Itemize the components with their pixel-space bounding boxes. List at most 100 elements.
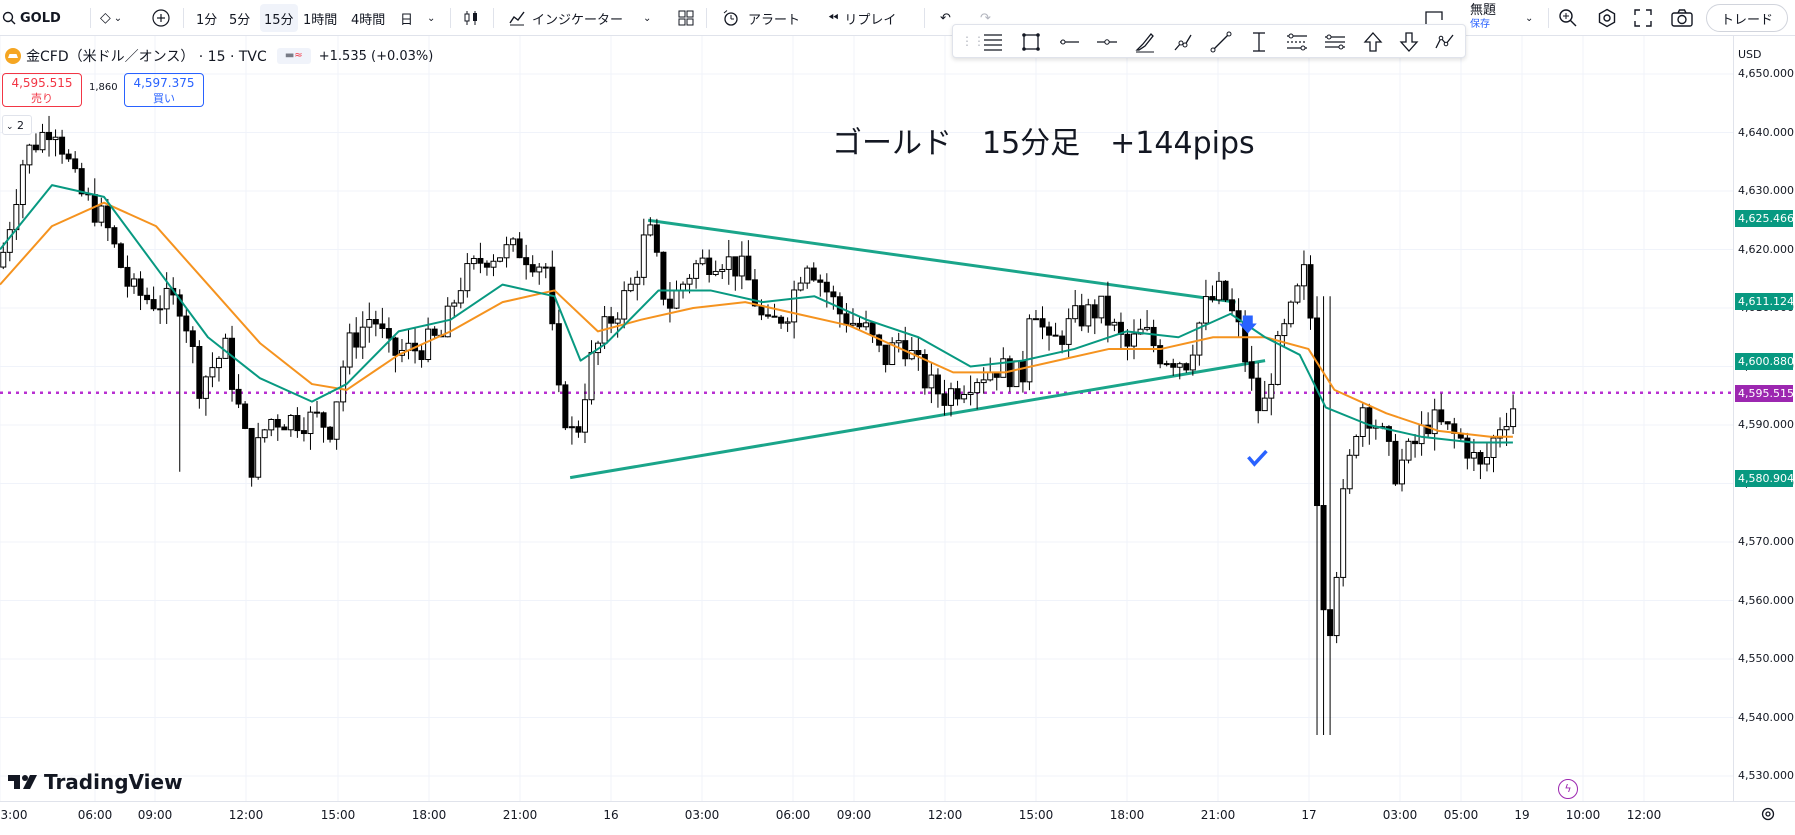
trend-line-icon[interactable] bbox=[1209, 30, 1233, 54]
lightning-icon[interactable]: ϟ bbox=[1558, 779, 1578, 799]
candle-body bbox=[921, 354, 928, 389]
text-cursor-icon[interactable] bbox=[1247, 30, 1271, 54]
price-tick-label: 4,530.000 bbox=[1738, 769, 1794, 782]
chart-type-button[interactable] bbox=[462, 0, 480, 36]
path-icon[interactable] bbox=[1171, 30, 1195, 54]
candle-body bbox=[542, 266, 549, 269]
layouts-button[interactable] bbox=[678, 0, 694, 36]
undo-button[interactable]: ↶ bbox=[940, 0, 951, 36]
candle-body bbox=[1202, 296, 1209, 324]
channel-icon[interactable] bbox=[1285, 30, 1309, 54]
alert-button[interactable]: アラート bbox=[722, 0, 800, 36]
indicators-toggle[interactable]: ⌄ 2 bbox=[2, 115, 32, 135]
time-tick-label: 05:00 bbox=[1443, 808, 1479, 822]
candle-body bbox=[1392, 440, 1399, 485]
horizontal-ray-icon[interactable] bbox=[1057, 30, 1081, 54]
candle-body bbox=[1104, 295, 1111, 326]
candle-body bbox=[1261, 397, 1268, 412]
candle-body bbox=[1405, 440, 1412, 461]
redo-button[interactable]: ↷ bbox=[980, 0, 991, 36]
candle-body bbox=[980, 379, 987, 384]
trade-button[interactable]: トレード bbox=[1706, 4, 1789, 32]
layout-name: 無題 bbox=[1470, 3, 1497, 18]
candle-body bbox=[732, 256, 739, 277]
candle-body bbox=[1222, 280, 1229, 301]
layout-icon-button[interactable] bbox=[1424, 0, 1444, 36]
trendline bbox=[647, 218, 1236, 304]
candle-body bbox=[124, 266, 131, 287]
arrow-up-icon[interactable] bbox=[1361, 30, 1385, 54]
candle-body bbox=[1085, 304, 1092, 327]
layout-dropdown[interactable]: ⌄ bbox=[1522, 0, 1533, 36]
candle-body bbox=[19, 164, 26, 206]
fib-retracement-icon[interactable] bbox=[981, 30, 1005, 54]
candle-body bbox=[745, 255, 752, 281]
candle-body bbox=[523, 257, 530, 266]
tradingview-logo-icon bbox=[8, 775, 37, 789]
time-tick-label: 15:00 bbox=[1018, 808, 1054, 822]
interval-dropdown[interactable]: ⌄ bbox=[424, 0, 435, 36]
price-tick-label: 4,560.000 bbox=[1738, 593, 1794, 607]
interval-4h[interactable]: 4時間 bbox=[351, 12, 386, 28]
compare-button[interactable]: ◇ ⌄ bbox=[100, 0, 122, 36]
candle-body bbox=[477, 257, 484, 264]
symbol-title[interactable]: 金CFD（米ドル／オンス） · 15 · TVC bbox=[26, 49, 267, 65]
candle-body bbox=[281, 426, 288, 431]
fullscreen-icon bbox=[1634, 9, 1652, 27]
sell-button[interactable]: 4,595.515 売り bbox=[2, 73, 82, 107]
candle-body bbox=[1353, 436, 1360, 456]
chart-annotation-text[interactable]: ゴールド 15分足 +144pips bbox=[832, 126, 1255, 161]
candle-body bbox=[1470, 451, 1477, 459]
currency-label[interactable]: USD bbox=[1738, 48, 1762, 61]
candle-body bbox=[1176, 363, 1183, 368]
candle-body bbox=[1412, 440, 1419, 445]
layout-name-button[interactable]: 無題 保存 bbox=[1470, 0, 1496, 36]
replay-button[interactable]: ⏪︎ リプレイ bbox=[828, 0, 896, 36]
candle-body bbox=[660, 251, 667, 300]
search-icon bbox=[2, 11, 16, 25]
quick-search-button[interactable] bbox=[1558, 0, 1578, 36]
candle-body bbox=[1091, 304, 1098, 319]
sliders-icon[interactable] bbox=[1323, 30, 1347, 54]
time-tick-label: 21:00 bbox=[1200, 808, 1236, 822]
candle-body bbox=[568, 426, 575, 429]
brush-icon[interactable] bbox=[1133, 30, 1157, 54]
settings-button[interactable] bbox=[1597, 0, 1617, 36]
interval-15m[interactable]: 15分 bbox=[260, 4, 298, 32]
candle-body bbox=[229, 337, 236, 390]
time-tick-label: 19 bbox=[1514, 808, 1530, 822]
snapshot-button[interactable] bbox=[1671, 0, 1693, 36]
candle-body bbox=[510, 238, 517, 246]
legend-badges[interactable]: ▬≈ bbox=[276, 48, 311, 64]
candle-body bbox=[1111, 321, 1118, 326]
undo-icon: ↶ bbox=[940, 10, 951, 26]
axis-settings-button[interactable] bbox=[1760, 806, 1776, 826]
time-tick-label: 21:00 bbox=[502, 808, 538, 822]
interval-1m[interactable]: 1分 bbox=[196, 12, 218, 28]
symbol-search[interactable]: GOLD bbox=[2, 0, 61, 36]
candle-body bbox=[843, 313, 850, 326]
buy-button[interactable]: 4,597.375 買い bbox=[124, 73, 204, 107]
indicators-button[interactable]: インジケーター ⌄ bbox=[508, 0, 651, 36]
interval-1h[interactable]: 1時間 bbox=[303, 12, 338, 28]
candle-body bbox=[1333, 576, 1340, 637]
interval-5m[interactable]: 5分 bbox=[229, 12, 251, 28]
check-marker bbox=[1247, 449, 1268, 467]
candle-body bbox=[1065, 318, 1072, 345]
fullscreen-button[interactable] bbox=[1634, 0, 1652, 36]
candle-body bbox=[764, 314, 771, 317]
candle-body bbox=[647, 224, 654, 236]
candle-body bbox=[575, 426, 582, 433]
add-symbol-button[interactable] bbox=[152, 0, 170, 36]
diamond-icon: ◇ bbox=[100, 10, 111, 26]
drag-handle-icon[interactable]: ⋮⋮ bbox=[961, 34, 985, 48]
horizontal-line-icon[interactable] bbox=[1095, 30, 1119, 54]
interval-1d[interactable]: 日 bbox=[400, 12, 414, 28]
rectangle-icon[interactable] bbox=[1019, 30, 1043, 54]
candle-body bbox=[189, 330, 196, 347]
candle-body bbox=[320, 412, 327, 428]
tradingview-brand[interactable]: TradingView bbox=[8, 770, 183, 794]
forecast-icon[interactable] bbox=[1433, 30, 1457, 54]
arrow-down-icon[interactable] bbox=[1397, 30, 1421, 54]
